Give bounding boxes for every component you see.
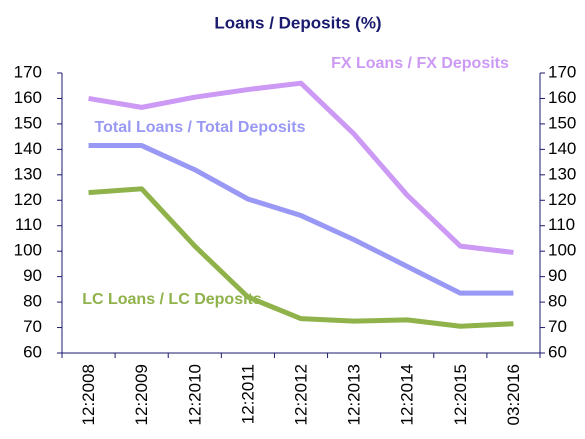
- line-series: [88, 80, 514, 255]
- x-tick-label: 12:2009: [132, 364, 151, 425]
- series-label: LC Loans / LC Deposits: [82, 291, 262, 308]
- x-tick-label: 12:2014: [398, 364, 417, 425]
- y-tick-label: 70: [23, 317, 42, 336]
- y2-tick-label: 130: [548, 164, 576, 183]
- x-tick-label: 12:2008: [79, 364, 98, 425]
- y2-tick-label: 90: [548, 266, 567, 285]
- y-tick-label: 90: [23, 266, 42, 285]
- y-tick-label: 160: [14, 88, 42, 107]
- y2-tick-label: 150: [548, 113, 576, 132]
- series-label: FX Loans / FX Deposits: [331, 55, 509, 72]
- y-tick-label: 100: [14, 241, 42, 260]
- y-tick-label: 120: [14, 190, 42, 209]
- y-tick-label: 110: [15, 215, 42, 234]
- x-tick-label: 12:2010: [185, 364, 204, 425]
- y-tick-label: 150: [14, 113, 42, 132]
- y-tick-label: 80: [23, 292, 42, 311]
- chart-title: Loans / Deposits (%): [214, 13, 381, 32]
- y2-tick-label: 120: [548, 190, 576, 209]
- y2-tick-label: 70: [548, 317, 567, 336]
- y-tick-label: 170: [14, 62, 42, 81]
- x-tick-label: 12:2012: [291, 364, 310, 425]
- y2-tick-label: 80: [548, 292, 567, 311]
- y2-tick-label: 160: [548, 88, 576, 107]
- y2-tick-label: 60: [548, 342, 567, 361]
- y-tick-label: 140: [14, 139, 42, 158]
- y2-tick-label: 110: [548, 215, 575, 234]
- x-tick-label: 03:2016: [504, 364, 523, 425]
- y-tick-label: 130: [14, 164, 42, 183]
- y2-tick-label: 140: [548, 139, 576, 158]
- series-label: Total Loans / Total Deposits: [95, 119, 306, 136]
- x-tick-label: 12:2013: [345, 364, 364, 425]
- line-series: [88, 143, 514, 296]
- y2-tick-label: 170: [548, 62, 576, 81]
- line-series: [88, 186, 514, 329]
- y-tick-label: 60: [23, 342, 42, 361]
- y2-tick-label: 100: [548, 241, 576, 260]
- x-tick-label: 12:2015: [451, 364, 470, 425]
- x-tick-label: 12:2011: [238, 364, 257, 424]
